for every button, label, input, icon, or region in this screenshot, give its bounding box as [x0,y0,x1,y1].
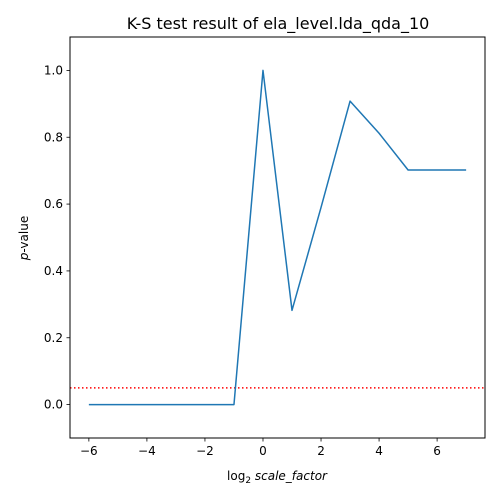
x-tick-label: −2 [196,444,214,458]
y-tick-label: 0.2 [44,331,63,345]
x-axis-label: log2 scale_factor [227,469,328,486]
y-axis-label: p-value [17,216,31,261]
x-tick-label: 4 [375,444,383,458]
x-tick-label: 0 [259,444,267,458]
chart-title: K-S test result of ela_level.lda_qda_10 [127,14,430,34]
x-tick-label: 2 [317,444,325,458]
x-tick-label: 6 [433,444,441,458]
y-tick-label: 0.8 [44,130,63,144]
x-tick-label: −4 [138,444,156,458]
y-tick-label: 0.0 [44,398,63,412]
y-tick-label: 0.6 [44,197,63,211]
series-line-0 [88,69,467,406]
x-tick-label: −6 [80,444,98,458]
plot-frame [69,36,486,439]
y-tick-label: 1.0 [44,63,63,77]
y-tick-label: 0.4 [44,264,63,278]
